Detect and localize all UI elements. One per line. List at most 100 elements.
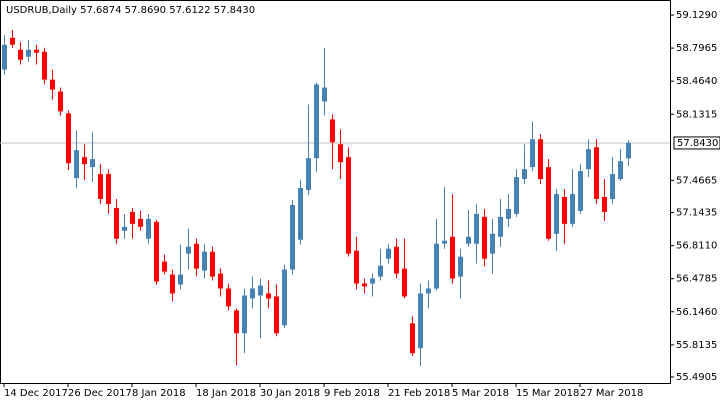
candle-body [538, 139, 543, 180]
y-tick-label: 59.1290 [676, 10, 717, 21]
candle-body [258, 285, 263, 296]
x-tick-label: 18 Jan 2018 [196, 388, 256, 399]
candle-body [114, 207, 119, 239]
candle-body [626, 142, 631, 159]
candle-body [218, 273, 223, 289]
candle-body [330, 119, 335, 143]
candle-body [426, 288, 431, 294]
candle-body [66, 113, 71, 164]
y-tick-label: 58.7965 [676, 43, 717, 54]
candle-body [482, 216, 487, 259]
candle-body [610, 174, 615, 199]
x-tick-label: 8 Jan 2018 [132, 388, 186, 399]
candle-body [18, 49, 23, 60]
y-tick-label: 58.1315 [676, 109, 717, 120]
candle-body [314, 84, 319, 159]
candle-body [410, 323, 415, 354]
candle-body [2, 44, 7, 70]
x-tick-label: 27 Mar 2018 [580, 388, 643, 399]
x-tick-label: 14 Dec 2017 [4, 388, 68, 399]
candle-body [146, 218, 151, 239]
y-tick-label: 55.8135 [676, 340, 717, 351]
candle-body [354, 250, 359, 284]
y-tick-label: 55.4905 [676, 372, 717, 383]
y-tick-label: 56.8110 [676, 241, 717, 252]
y-tick-label: 57.1435 [676, 208, 717, 219]
candle-body [466, 236, 471, 244]
candle-body [226, 288, 231, 307]
candle-body [562, 196, 567, 224]
y-tick-label: 57.4665 [676, 175, 717, 186]
candle-body [554, 193, 559, 234]
candle-body [490, 233, 495, 254]
candle-body [194, 243, 199, 269]
candle-body [546, 167, 551, 239]
candle-body [130, 211, 135, 224]
candle-body [154, 221, 159, 282]
candle-body [170, 274, 175, 294]
candle-body [250, 288, 255, 299]
candle-body [74, 150, 79, 179]
candle-body [234, 310, 239, 334]
candle-body [586, 149, 591, 170]
x-tick-label: 9 Feb 2018 [324, 388, 380, 399]
candle-body [458, 256, 463, 277]
candle-body [90, 159, 95, 168]
candle-body [290, 204, 295, 270]
current-price-box [673, 136, 720, 150]
candle-body [362, 283, 367, 287]
x-tick-label: 21 Feb 2018 [388, 388, 450, 399]
y-tick-label: 56.1460 [676, 307, 717, 318]
candle-body [434, 243, 439, 289]
x-tick-label: 15 Mar 2018 [516, 388, 579, 399]
candle-body [42, 51, 47, 80]
candle-body [266, 293, 271, 299]
x-tick-label: 30 Jan 2018 [260, 388, 320, 399]
candle-body [98, 174, 103, 199]
candle-body [378, 265, 383, 277]
candle-body [570, 193, 575, 224]
candle-body [58, 91, 63, 112]
candle-body [34, 49, 39, 53]
y-tick-label: 56.4785 [676, 274, 717, 285]
y-tick-label: 58.4640 [676, 76, 717, 87]
candle-body [578, 171, 583, 211]
candle-body [178, 274, 183, 285]
candle-body [386, 248, 391, 259]
candle-body [138, 218, 143, 227]
candle-body [506, 208, 511, 219]
candle-body [50, 79, 55, 90]
candle-body [10, 37, 15, 45]
candle-body [82, 157, 87, 165]
candle-body [298, 188, 303, 240]
candle-body [106, 174, 111, 204]
candle-body [210, 251, 215, 277]
chart-title: USDRUB,Daily 57.6874 57.8690 57.6122 57.… [6, 5, 255, 16]
candle-body [370, 278, 375, 284]
candle-body [282, 269, 287, 326]
candle-body [322, 87, 327, 102]
candle-body [450, 236, 455, 279]
plot-frame [0, 0, 671, 384]
candle-body [122, 226, 127, 231]
candle-body [530, 139, 535, 168]
candle-body [442, 240, 447, 244]
candle-body [162, 261, 167, 272]
candle-body [242, 295, 247, 334]
candle-body [274, 296, 279, 334]
candle-body [602, 196, 607, 212]
candle-body [394, 246, 399, 274]
x-tick-label: 5 Mar 2018 [452, 388, 509, 399]
candle-body [498, 216, 503, 237]
candle-body [474, 213, 479, 244]
x-tick-label: 26 Dec 2017 [68, 388, 132, 399]
candle-body [418, 293, 423, 349]
candle-body [202, 251, 207, 271]
candle-body [306, 158, 311, 191]
candle-body [26, 49, 31, 57]
candle-body [186, 246, 191, 254]
current-price-label: 57.8430 [677, 138, 718, 149]
candle-body [522, 169, 527, 180]
candle-body [514, 177, 519, 214]
